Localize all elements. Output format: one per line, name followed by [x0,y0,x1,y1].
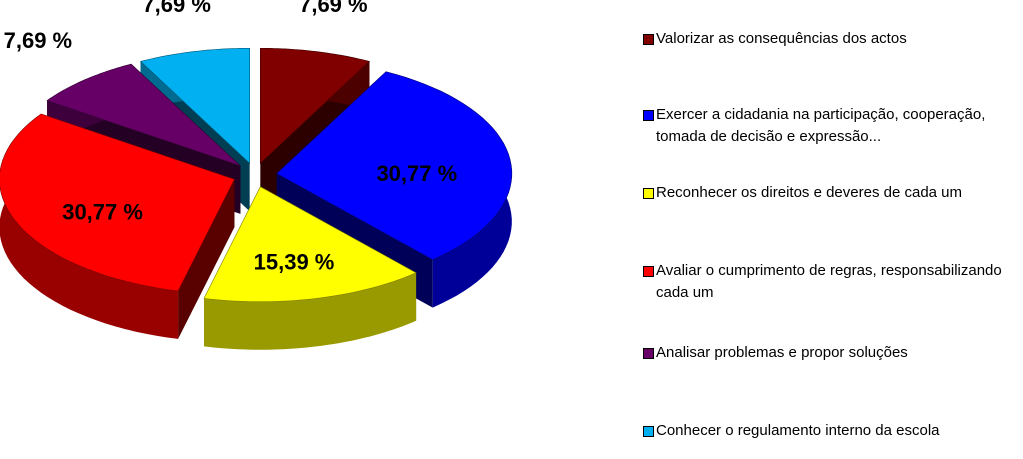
slice-top [203,186,417,303]
pie-area: 7,69 % 30,77 % 15,39 % 30,77 % 7,69 % 7,69 % [0,0,513,350]
legend-item: Exercer a cidadania na participação, coo… [643,104,1023,148]
slice-top [0,113,235,292]
legend-swatch [643,348,654,359]
legend-label: Avaliar o cumprimento de regras, respons… [656,262,1002,301]
slice [203,186,417,350]
slice-top [46,63,241,167]
legend-item: Analisar problemas e propor soluções [643,342,1023,364]
legend-swatch [643,426,654,437]
data-label: 30,77 % [62,200,143,225]
legend-swatch [643,188,654,199]
legend-label: Exercer a cidadania na participação, coo… [656,106,986,145]
slice-wall [204,272,417,350]
slice-top [139,47,250,164]
data-label: 7,69 % [142,0,211,17]
data-label: 7,69 % [299,0,368,17]
data-label: 15,39 % [254,250,335,275]
legend-swatch [643,34,654,45]
legend-label: Analisar problemas e propor soluções [656,344,908,361]
slice-wall [0,113,179,339]
legend-swatch [643,110,654,121]
data-label: 7,69 % [4,28,73,53]
legend-swatch [643,266,654,277]
legend-item: Valorizar as consequências dos actos [643,28,1023,50]
legend-item: Conhecer o regulamento interno da escola [643,420,1023,442]
legend-item: Avaliar o cumprimento de regras, respons… [643,260,1023,304]
slice-top [276,71,513,260]
legend-label: Reconhecer os direitos e deveres de cada… [656,184,963,201]
legend-label: Valorizar as consequências dos actos [656,30,907,47]
legend-label: Conhecer o regulamento interno da escola [656,422,940,439]
data-label: 30,77 % [376,161,457,186]
slice [0,113,235,339]
slice-top [259,47,371,164]
legend-item: Reconhecer os direitos e deveres de cada… [643,182,1023,204]
